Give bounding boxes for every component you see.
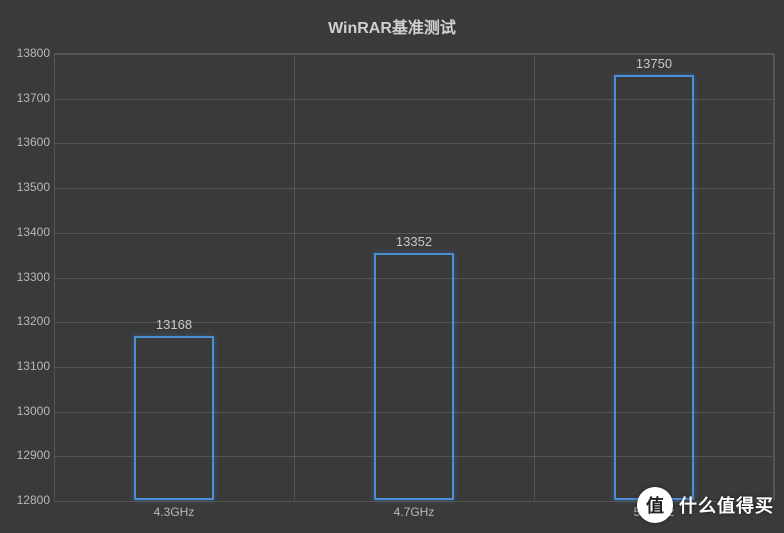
vgridline <box>54 54 55 500</box>
bar <box>134 336 213 500</box>
bar <box>614 75 693 500</box>
watermark-badge: 值 <box>637 487 673 523</box>
y-tick-label: 13500 <box>6 180 50 194</box>
y-tick-label: 13700 <box>6 91 50 105</box>
y-tick-label: 13300 <box>6 270 50 284</box>
category-label: 4.7GHz <box>394 505 435 519</box>
bar-value-label: 13352 <box>364 234 464 249</box>
y-tick-label: 13200 <box>6 314 50 328</box>
vgridline <box>294 54 295 500</box>
y-tick-label: 12900 <box>6 448 50 462</box>
watermark-text: 什么值得买 <box>679 492 774 518</box>
y-tick-label: 13800 <box>6 46 50 60</box>
y-tick-label: 13400 <box>6 225 50 239</box>
bar-value-label: 13750 <box>604 56 704 71</box>
vgridline <box>534 54 535 500</box>
watermark: 值 什么值得买 <box>637 487 774 523</box>
category-label: 4.3GHz <box>154 505 195 519</box>
y-tick-label: 12800 <box>6 493 50 507</box>
y-tick-label: 13600 <box>6 135 50 149</box>
bar-value-label: 13168 <box>124 317 224 332</box>
gridline <box>54 54 773 55</box>
y-tick-label: 13000 <box>6 404 50 418</box>
chart-plot-area: 131684.3GHz133524.7GHz137505.0GHz <box>54 53 774 500</box>
bar <box>374 253 453 500</box>
plot-grid: 131684.3GHz133524.7GHz137505.0GHz <box>54 53 774 500</box>
chart-title: WinRAR基准测试 <box>0 0 784 38</box>
y-tick-label: 13100 <box>6 359 50 373</box>
vgridline <box>774 54 775 500</box>
